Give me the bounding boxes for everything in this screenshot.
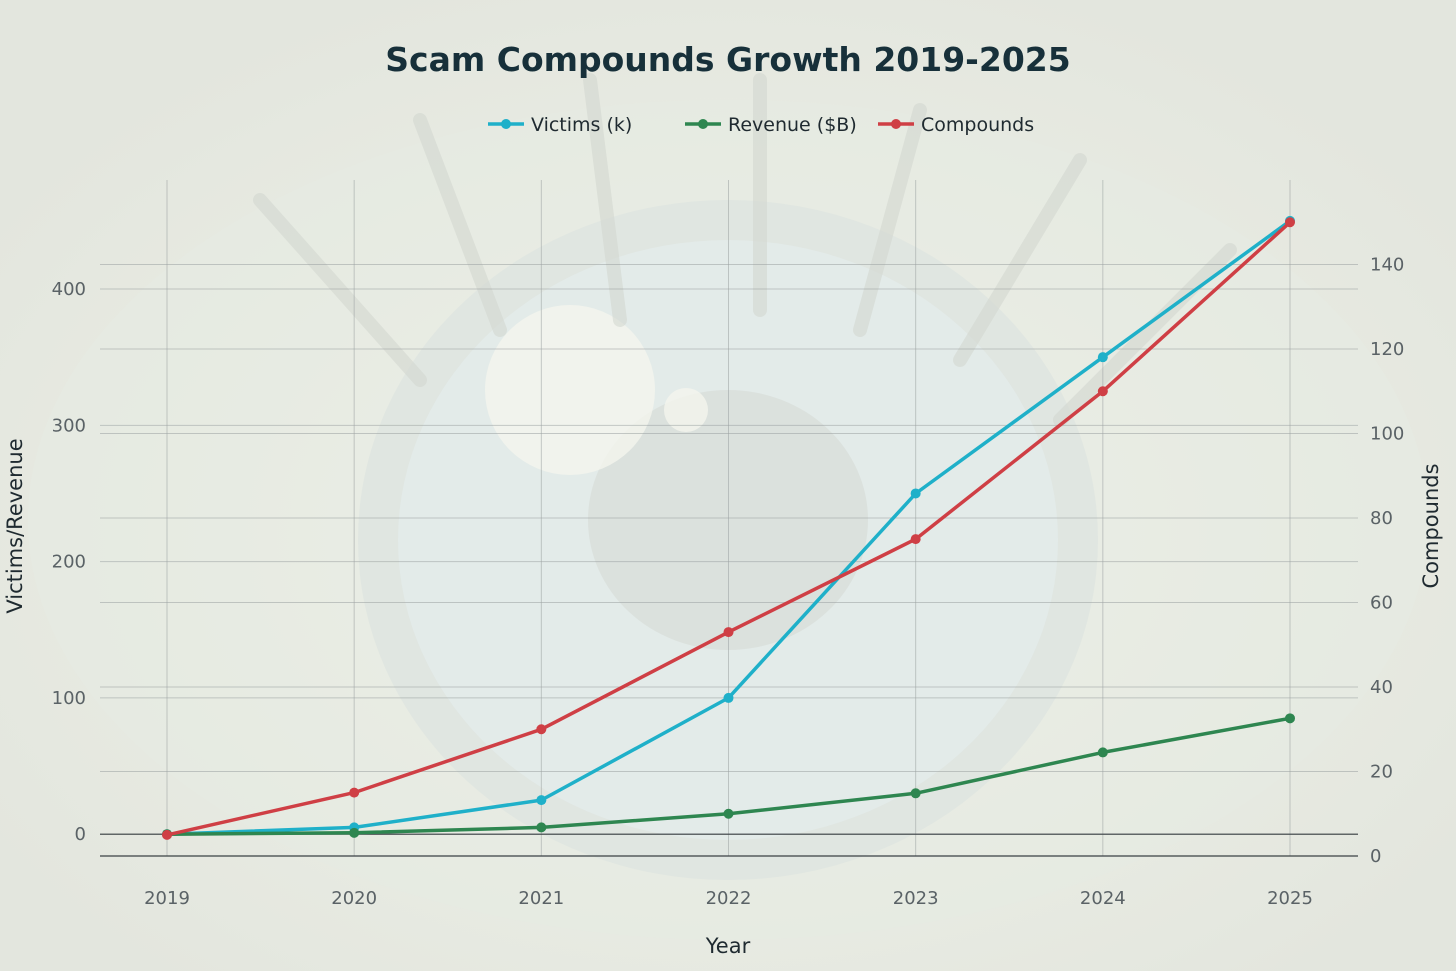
x-tick-label: 2019 [144,888,190,909]
data-point [1285,217,1295,228]
x-tick-label: 2023 [893,888,939,909]
data-point [536,724,547,735]
y2-tick-label: 140 [1370,255,1404,276]
tick-labels: 2019 2020 2021 2022 2023 2024 2025010020030040… [52,255,1405,910]
y2-tick-label: 0 [1370,846,1381,867]
series-compounds [162,217,1295,840]
legend: Victims (k) Revenue ($B) Compounds [488,114,1034,136]
x-tick-label: 2022 [706,888,752,909]
legend-item: Victims (k) [488,114,632,136]
y-tick-label: 100 [52,688,86,709]
legend-label: Victims (k) [531,114,632,136]
x-tick-label: 2024 [1080,888,1126,909]
y-tick-label: 0 [75,824,86,845]
legend-item: Compounds [878,114,1034,136]
y-tick-label: 400 [52,279,86,300]
y2-tick-label: 40 [1370,677,1393,698]
y2-axis-label: Compounds [1419,463,1443,588]
data-point [349,827,360,838]
y-tick-label: 200 [52,552,86,573]
data-point [910,488,921,499]
data-point [1097,352,1108,363]
x-tick-label: 2020 [331,888,377,909]
legend-marker [891,119,901,129]
data-point [723,692,734,703]
legend-marker [501,119,511,129]
data-point [1097,386,1108,397]
data-point [723,808,734,819]
x-tick-label: 2025 [1267,888,1313,909]
legend-label: Compounds [921,114,1034,136]
y2-tick-label: 80 [1370,508,1393,529]
y-axis-label: Victims/Revenue [3,438,27,613]
data-point [1097,747,1108,758]
y2-tick-label: 60 [1370,593,1393,614]
legend-label: Revenue ($B) [728,114,857,136]
legend-marker [698,119,708,129]
data-point [1285,713,1295,724]
data-point [349,787,360,798]
y2-tick-label: 120 [1370,339,1404,360]
data-point [536,822,547,833]
data-point [910,788,921,799]
data-point [910,534,921,545]
legend-item: Revenue ($B) [685,114,857,136]
chart-title: Scam Compounds Growth 2019-2025 [385,40,1070,79]
data-point [162,829,172,840]
data-point [723,627,734,638]
y2-tick-label: 100 [1370,424,1404,445]
data-point [536,795,547,806]
series-layer [162,215,1295,840]
x-axis-label: Year [705,934,751,958]
x-tick-label: 2021 [518,888,564,909]
y2-tick-label: 20 [1370,762,1393,783]
y-tick-label: 300 [52,415,86,436]
